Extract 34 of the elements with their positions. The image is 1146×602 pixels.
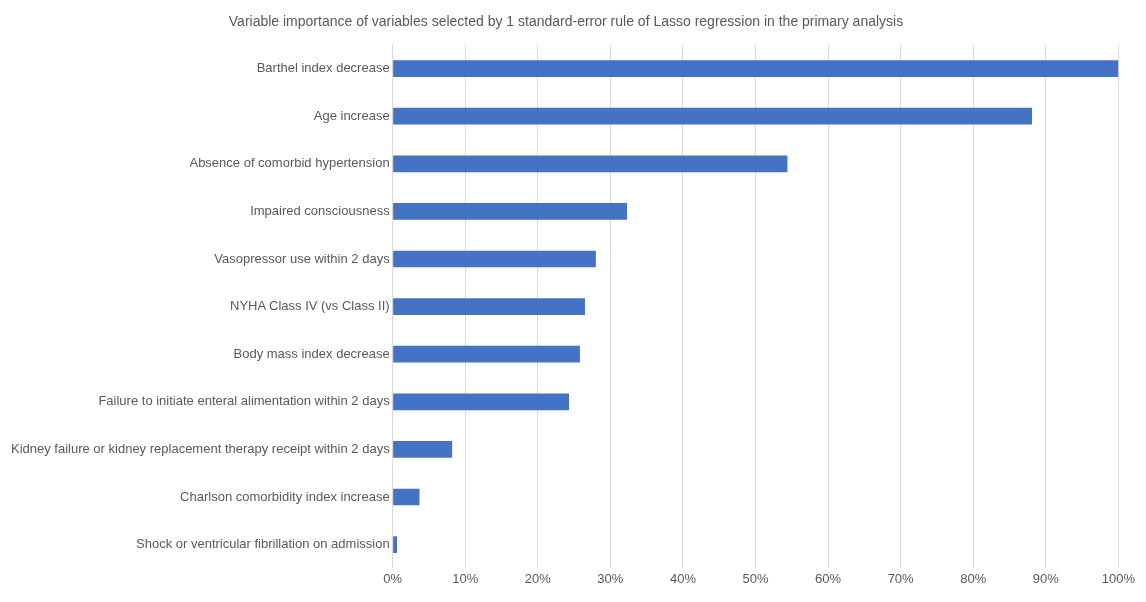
bar — [393, 345, 580, 363]
x-tick-label: 50% — [742, 570, 769, 586]
bar — [393, 107, 1033, 125]
bar — [393, 536, 397, 553]
y-tick-label: Failure to initiate enteral alimentation within 2 days — [98, 393, 391, 409]
y-tick-label: Barthel index decrease — [256, 60, 390, 76]
y-tick-label: NYHA Class IV (vs Class II) — [230, 298, 390, 314]
x-tick-label: 80% — [960, 570, 987, 586]
y-tick-label: Kidney failure or kidney replacement therapy receipt within 2 days — [10, 440, 391, 456]
bar — [393, 393, 569, 411]
x-tick-label: 70% — [887, 570, 915, 586]
y-tick-label: Impaired consciousness — [250, 202, 391, 218]
bar — [393, 298, 585, 315]
x-tick-label: 10% — [452, 570, 479, 586]
x-tick-label: 100% — [1101, 570, 1136, 586]
y-tick-label: Vasopressor use within 2 days — [214, 250, 391, 266]
bar — [393, 441, 453, 458]
x-tick-label: 40% — [669, 570, 697, 586]
x-tick-label: 90% — [1032, 570, 1060, 586]
y-tick-label: Absence of comorbid hypertension — [189, 155, 390, 171]
bar — [393, 488, 420, 506]
chart-title: Variable importance of variables selected by 1 standard-error rule of Lasso regression in the primary analysis — [228, 13, 904, 30]
x-tick-label: 30% — [597, 570, 624, 586]
bar — [393, 60, 1119, 77]
x-tick-label: 20% — [524, 570, 552, 586]
y-tick-label: Charlson comorbidity index increase — [180, 488, 390, 504]
y-tick-label: Shock or ventricular fibrillation on admission — [136, 536, 390, 552]
bar — [393, 155, 788, 173]
x-tick-label: 60% — [815, 570, 842, 586]
bar — [393, 250, 596, 268]
bar — [393, 203, 628, 220]
y-tick-label: Age increase — [313, 107, 390, 123]
y-tick-label: Body mass index decrease — [233, 345, 390, 361]
x-tick-label: 0% — [383, 570, 403, 586]
